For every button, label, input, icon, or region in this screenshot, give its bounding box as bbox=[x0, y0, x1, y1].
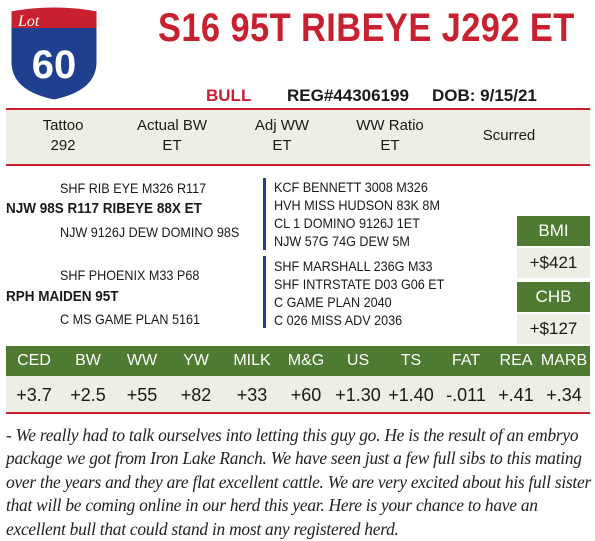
lot-comments: - We really had to talk ourselves into l… bbox=[6, 425, 591, 539]
info-actual-bw: Actual BW ET bbox=[137, 116, 207, 156]
epd-value-0: +3.7 bbox=[16, 385, 52, 405]
info-band: Tattoo 292 Actual BW ET Adj WW ET WW Rat… bbox=[6, 108, 590, 166]
epd-label-9: REA bbox=[499, 352, 533, 369]
shield-outline bbox=[8, 4, 100, 102]
pedigree-right-line: SHF INTRSTATE D03 G06 ET bbox=[274, 276, 445, 292]
info-label: Adj WW bbox=[254, 117, 310, 134]
info-value: ET bbox=[162, 137, 182, 154]
pedigree-right-line: CL 1 DOMINO 9126J 1ET bbox=[274, 215, 420, 231]
info-tattoo: Tattoo 292 bbox=[43, 116, 84, 156]
info-adj-ww: Adj WW ET bbox=[255, 116, 309, 156]
pedigree-right-line: SHF MARSHALL 236G M33 bbox=[274, 258, 433, 274]
epd-value-3: +82 bbox=[180, 385, 212, 405]
registration-number: REG#44306199 bbox=[287, 86, 409, 105]
pedigree-dam-dam: C MS GAME PLAN 5161 bbox=[60, 311, 201, 327]
pedigree-sire: NJW 98S R117 RIBEYE 88X ET bbox=[6, 200, 202, 217]
pedigree-right-line: HVH MISS HUDSON 83K 8M bbox=[274, 197, 440, 213]
info-value: ET bbox=[272, 137, 292, 154]
epd-value-2: +55 bbox=[126, 385, 158, 405]
info-value: ET bbox=[380, 137, 400, 154]
info-label: WW Ratio bbox=[356, 117, 424, 134]
epd-label-3: YW bbox=[183, 352, 209, 369]
lot-word: Lot bbox=[17, 13, 40, 30]
epd-label-5: M&G bbox=[287, 352, 325, 369]
info-label: Scurred bbox=[482, 127, 536, 144]
epd-value-4: +33 bbox=[236, 385, 268, 405]
info-scurred: Scurred bbox=[483, 126, 536, 146]
epd-label-1: BW bbox=[75, 352, 101, 369]
epd-value-row: +3.7 +2.5 +55 +82 +33 +60 +1.30 +1.40 -.011 +.41 +… bbox=[6, 376, 590, 414]
epd-label-7: TS bbox=[400, 352, 422, 369]
epd-value-5: +60 bbox=[290, 385, 322, 405]
epd-value-10: +.34 bbox=[546, 385, 582, 405]
epd-value-8: -.011 bbox=[446, 385, 486, 405]
pedigree-right-line: KCF BENNETT 3008 M326 bbox=[274, 179, 428, 195]
epd-label-0: CED bbox=[17, 352, 51, 369]
pedigree-sire-sire: SHF RIB EYE M326 R117 bbox=[60, 180, 207, 196]
bmi-label: BMI bbox=[517, 216, 590, 246]
epd-value-1: +2.5 bbox=[70, 385, 106, 405]
pedigree-sire-bracket bbox=[263, 178, 266, 250]
lot-number: 60 bbox=[32, 43, 77, 87]
chb-label: CHB bbox=[517, 282, 590, 312]
info-value: 292 bbox=[50, 137, 76, 154]
info-label: Tattoo bbox=[42, 117, 84, 134]
epd-label-6: US bbox=[346, 352, 370, 369]
sex-label: BULL bbox=[206, 86, 252, 105]
info-ww-ratio: WW Ratio ET bbox=[356, 116, 424, 156]
pedigree-dam: RPH MAIDEN 95T bbox=[6, 288, 119, 305]
epd-label-2: WW bbox=[126, 352, 158, 369]
epd-label-4: MILK bbox=[233, 352, 271, 369]
epd-label-8: FAT bbox=[451, 352, 481, 369]
lot-shield-icon: Lot 60 bbox=[8, 4, 100, 102]
shield-top-band bbox=[10, 6, 98, 30]
epd-value-7: +1.40 bbox=[388, 385, 434, 405]
chb-value: +$127 bbox=[517, 314, 590, 344]
animal-name-title: S16 95T RIBEYE J292 ET bbox=[158, 6, 575, 50]
epd-header-row: CED BW WW YW MILK M&G US TS FAT REA MARB bbox=[6, 346, 590, 376]
pedigree-right-line: C 026 MISS ADV 2036 bbox=[274, 312, 403, 328]
epd-label-10: MARB bbox=[540, 352, 588, 369]
epd-value-6: +1.30 bbox=[335, 385, 381, 405]
pedigree-dam-bracket bbox=[263, 256, 266, 328]
epd-value-9: +.41 bbox=[498, 385, 534, 405]
pedigree-sire-dam: NJW 9126J DEW DOMINO 98S bbox=[60, 224, 240, 240]
shield-body bbox=[10, 28, 98, 101]
pedigree-right-line: NJW 57G 74G DEW 5M bbox=[274, 233, 410, 249]
date-of-birth: DOB: 9/15/21 bbox=[432, 86, 537, 105]
info-label: Actual BW bbox=[136, 117, 208, 134]
pedigree-dam-sire: SHF PHOENIX M33 P68 bbox=[60, 267, 200, 283]
pedigree-right-line: C GAME PLAN 2040 bbox=[274, 294, 392, 310]
bmi-value: +$421 bbox=[517, 248, 590, 278]
